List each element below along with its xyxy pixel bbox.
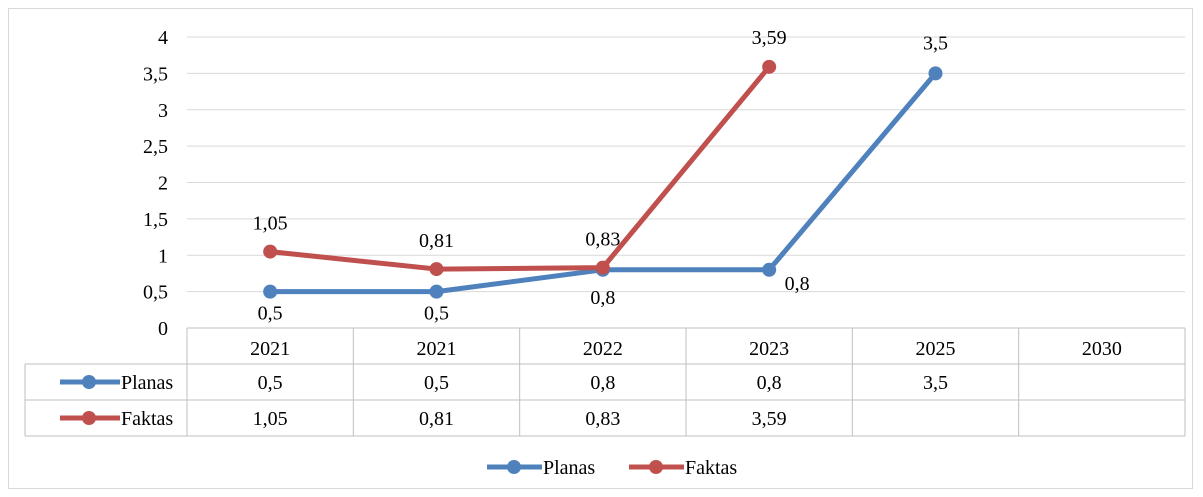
y-tick-label: 1	[158, 245, 168, 267]
data-point	[595, 260, 610, 275]
table-cell-value: 0,5	[258, 372, 283, 394]
data-point	[429, 262, 444, 277]
table-series-name: Faktas	[121, 408, 173, 430]
table-cell-value: 3,5	[923, 372, 948, 394]
data-point	[263, 244, 278, 259]
data-point	[263, 284, 278, 299]
table-cell-value: 0,81	[419, 408, 454, 430]
y-tick-label: 3,5	[143, 63, 168, 85]
data-label: 0,81	[419, 230, 454, 252]
table-cell-value: 0,8	[757, 372, 782, 394]
legend-marker	[649, 460, 663, 474]
table-legend-marker	[82, 411, 96, 425]
x-category-label: 2021	[417, 338, 457, 360]
data-label: 0,83	[585, 229, 620, 251]
x-category-label: 2022	[583, 338, 623, 360]
x-category-label: 2021	[250, 338, 290, 360]
table-cell-value: 0,5	[424, 372, 449, 394]
data-label: 0,5	[258, 303, 283, 325]
data-label: 0,8	[785, 273, 810, 295]
y-tick-label: 1,5	[143, 209, 168, 231]
x-category-label: 2030	[1082, 338, 1122, 360]
table-cell-value: 1,05	[253, 408, 288, 430]
x-category-label: 2025	[916, 338, 956, 360]
data-point	[429, 284, 444, 299]
y-tick-label: 4	[158, 27, 168, 49]
table-cell-value: 0,83	[585, 408, 620, 430]
legend-label: Planas	[543, 457, 595, 479]
y-tick-label: 0	[158, 318, 168, 340]
legend-label: Faktas	[685, 457, 737, 479]
data-point	[762, 262, 777, 277]
legend-marker	[507, 460, 521, 474]
table-series-name: Planas	[121, 372, 173, 394]
data-label: 0,5	[424, 303, 449, 325]
y-tick-label: 2,5	[143, 136, 168, 158]
y-tick-label: 0,5	[143, 282, 168, 304]
table-cell-value: 3,59	[752, 408, 787, 430]
chart-frame	[8, 8, 1193, 489]
data-label: 3,59	[752, 27, 787, 49]
data-label: 1,05	[253, 213, 288, 235]
data-point	[762, 59, 777, 74]
data-label: 3,5	[923, 32, 948, 54]
x-category-label: 2023	[749, 338, 789, 360]
table-cell-value: 0,8	[590, 372, 615, 394]
data-point	[928, 66, 943, 81]
y-tick-label: 3	[158, 100, 168, 122]
y-tick-label: 2	[158, 173, 168, 195]
series-line	[269, 65, 772, 272]
data-label: 0,8	[590, 287, 615, 309]
table-legend-marker	[82, 375, 96, 389]
